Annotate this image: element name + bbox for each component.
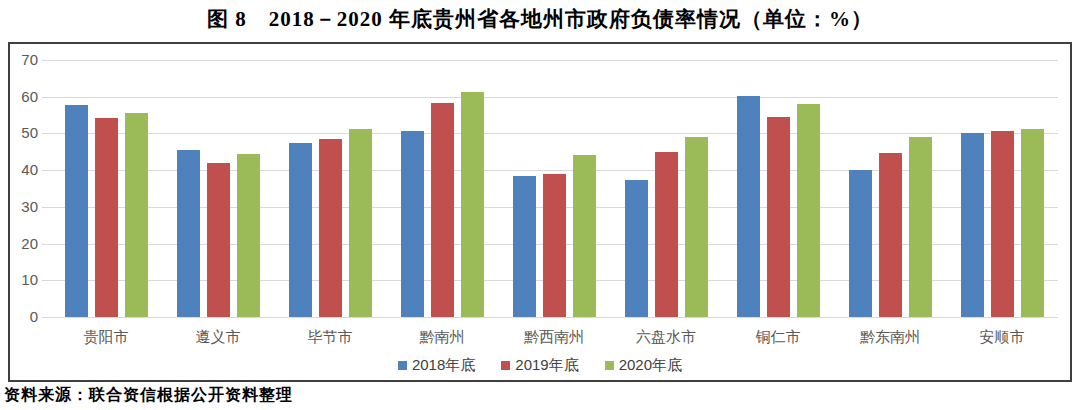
- gridline: [42, 317, 1058, 318]
- bar-2018年底: [513, 176, 536, 317]
- legend-swatch: [605, 361, 614, 370]
- y-tick-label: 10: [12, 271, 38, 289]
- y-tick-label: 20: [12, 235, 38, 253]
- legend-item: 2018年底: [398, 356, 475, 375]
- bar-2020年底: [125, 113, 148, 317]
- legend-label: 2020年底: [619, 356, 682, 375]
- y-tick-label: 0: [12, 308, 38, 326]
- bar-2020年底: [797, 104, 820, 317]
- bar-2020年底: [349, 129, 372, 317]
- bar-2018年底: [289, 143, 312, 317]
- legend-swatch: [501, 361, 510, 370]
- bar-2020年底: [237, 154, 260, 317]
- bar-2019年底: [95, 118, 118, 317]
- bar-2018年底: [401, 131, 424, 317]
- x-tick-label: 铜仁市: [722, 328, 834, 347]
- bar-2018年底: [849, 170, 872, 317]
- y-tick-label: 40: [12, 161, 38, 179]
- x-tick-label: 遵义市: [162, 328, 274, 347]
- bar-2020年底: [573, 155, 596, 317]
- legend-swatch: [398, 361, 407, 370]
- chart-container: 0 10 20 30 40 50 60 70 贵阳市遵义市毕节市黔南州黔西南州六盘水市铜仁市黔东…: [8, 42, 1072, 382]
- gridline: [42, 97, 1058, 98]
- legend-label: 2018年底: [412, 356, 475, 375]
- bar-2018年底: [65, 105, 88, 317]
- bar-2019年底: [767, 117, 790, 317]
- bar-2018年底: [961, 133, 984, 317]
- x-tick-label: 黔西南州: [498, 328, 610, 347]
- y-tick-label: 50: [12, 124, 38, 142]
- bar-2020年底: [1021, 129, 1044, 317]
- figure-title: 图 8 2018－2020 年底贵州省各地州市政府负债率情况（单位：%）: [0, 5, 1080, 33]
- legend-item: 2019年底: [501, 356, 578, 375]
- bar-2020年底: [461, 92, 484, 317]
- gridline: [42, 133, 1058, 134]
- x-tick-label: 黔南州: [386, 328, 498, 347]
- bar-2019年底: [431, 103, 454, 317]
- x-tick-label: 毕节市: [274, 328, 386, 347]
- bar-2019年底: [543, 174, 566, 317]
- bar-2019年底: [655, 152, 678, 317]
- x-tick-label: 六盘水市: [610, 328, 722, 347]
- bar-2019年底: [207, 163, 230, 317]
- bar-2018年底: [737, 96, 760, 317]
- legend-label: 2019年底: [515, 356, 578, 375]
- y-tick-label: 60: [12, 88, 38, 106]
- plot-area: 0 10 20 30 40 50 60 70 贵阳市遵义市毕节市黔南州黔西南州六盘水市铜仁市黔东…: [10, 44, 1070, 380]
- bar-2019年底: [879, 153, 902, 317]
- bar-2018年底: [625, 180, 648, 317]
- chart-legend: 2018年底 2019年底 2020年底: [10, 356, 1070, 375]
- bar-2020年底: [685, 137, 708, 317]
- x-tick-label: 黔东南州: [834, 328, 946, 347]
- y-tick-label: 30: [12, 198, 38, 216]
- bar-2019年底: [319, 139, 342, 317]
- legend-item: 2020年底: [605, 356, 682, 375]
- source-note: 资料来源：联合资信根据公开资料整理: [4, 385, 293, 406]
- gridline: [42, 60, 1058, 61]
- x-tick-label: 贵阳市: [50, 328, 162, 347]
- x-tick-label: 安顺市: [946, 328, 1058, 347]
- bar-2020年底: [909, 137, 932, 317]
- bar-2018年底: [177, 150, 200, 317]
- y-tick-label: 70: [12, 51, 38, 69]
- bar-2019年底: [991, 131, 1014, 317]
